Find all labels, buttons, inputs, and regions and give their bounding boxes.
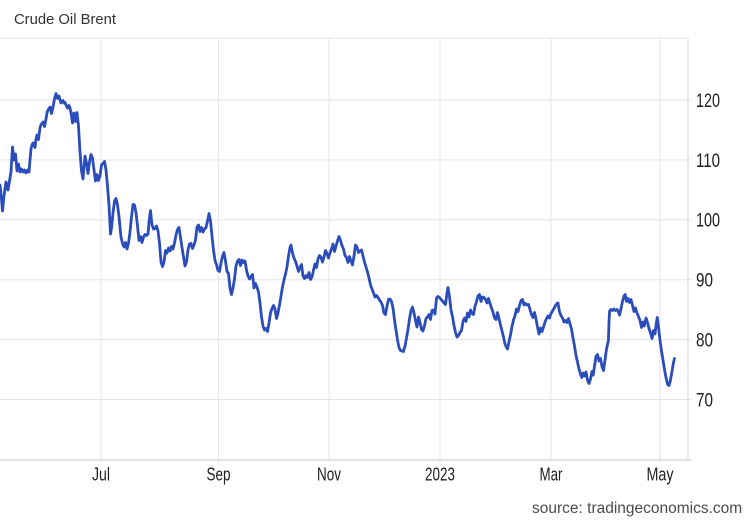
svg-text:Nov: Nov xyxy=(317,465,341,485)
svg-text:90: 90 xyxy=(696,271,713,292)
svg-text:May: May xyxy=(647,465,674,485)
svg-text:Sep: Sep xyxy=(207,465,231,485)
svg-text:110: 110 xyxy=(696,151,720,172)
svg-text:Jul: Jul xyxy=(92,465,110,485)
svg-text:Mar: Mar xyxy=(540,465,563,485)
svg-text:100: 100 xyxy=(696,211,720,232)
svg-text:120: 120 xyxy=(696,91,720,112)
svg-text:70: 70 xyxy=(696,390,713,411)
svg-text:80: 80 xyxy=(696,331,713,352)
svg-text:2023: 2023 xyxy=(425,465,455,485)
